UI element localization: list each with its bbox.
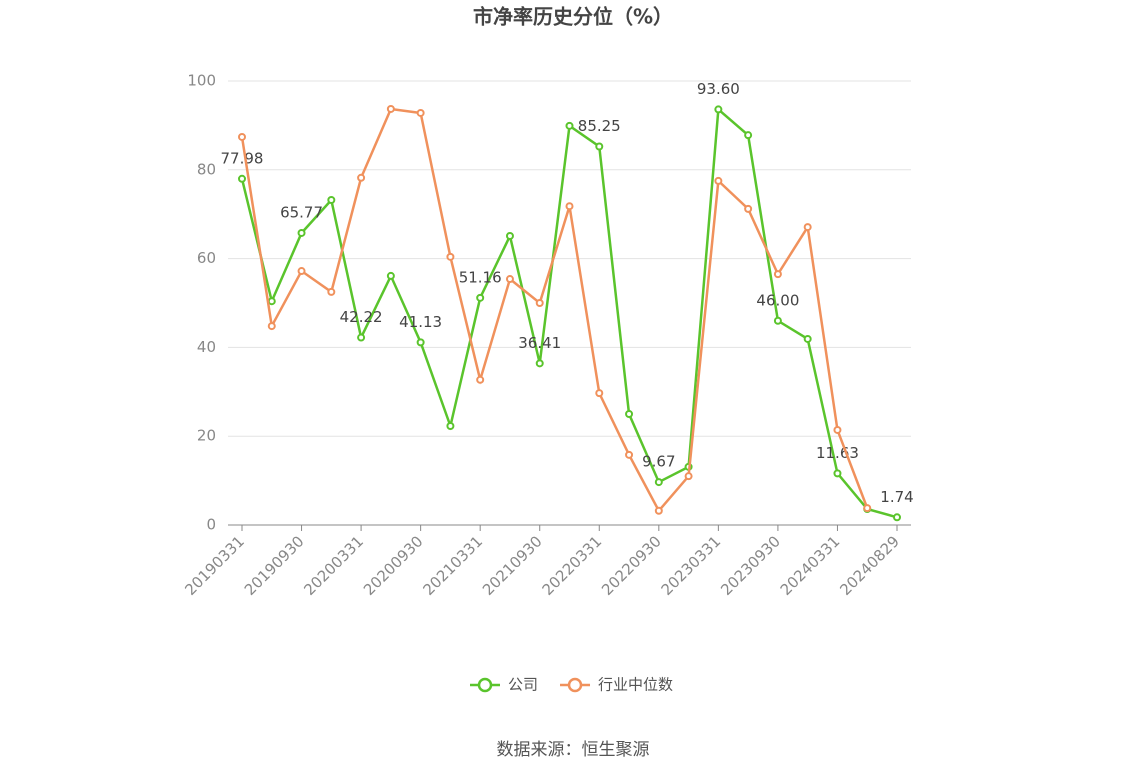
data-point bbox=[803, 223, 812, 232]
data-point bbox=[327, 287, 336, 296]
data-point bbox=[416, 108, 425, 117]
x-tick-label: 20240829 bbox=[836, 532, 903, 599]
data-point bbox=[238, 132, 246, 141]
series-line bbox=[240, 107, 869, 513]
data-point bbox=[714, 176, 723, 185]
data-point bbox=[535, 299, 544, 307]
x-tick-label: 20230930 bbox=[717, 532, 784, 599]
data-point bbox=[267, 322, 276, 331]
data-label: 65.77 bbox=[280, 203, 323, 221]
data-point bbox=[595, 142, 604, 151]
data-point bbox=[684, 472, 693, 481]
y-tick-label: 0 bbox=[206, 516, 216, 534]
data-label: 1.74 bbox=[880, 488, 913, 506]
data-point bbox=[565, 121, 574, 130]
data-label: 51.16 bbox=[459, 268, 502, 286]
data-point bbox=[654, 478, 663, 487]
x-tick-label: 20240331 bbox=[777, 532, 844, 599]
data-label: 46.00 bbox=[756, 291, 799, 309]
data-point bbox=[476, 375, 485, 384]
data-label: 85.25 bbox=[578, 117, 621, 135]
x-tick-label: 20200930 bbox=[360, 532, 427, 599]
data-point bbox=[416, 338, 425, 347]
x-tick-label: 20230331 bbox=[658, 532, 725, 599]
data-point bbox=[595, 389, 604, 398]
legend-label: 行业中位数 bbox=[598, 676, 673, 694]
data-label: 42.22 bbox=[340, 308, 383, 326]
data-point bbox=[833, 425, 842, 434]
data-point bbox=[357, 333, 366, 342]
data-label: 77.98 bbox=[221, 149, 264, 167]
data-point bbox=[505, 231, 514, 240]
x-tick-label: 20210331 bbox=[419, 532, 486, 599]
data-point bbox=[565, 202, 574, 211]
data-label: 41.13 bbox=[399, 313, 442, 331]
data-point bbox=[625, 450, 634, 459]
data-point bbox=[238, 174, 246, 183]
data-point bbox=[773, 316, 782, 325]
data-label: 11.63 bbox=[816, 444, 859, 462]
y-tick-label: 20 bbox=[197, 427, 216, 445]
x-tick-label: 20220331 bbox=[539, 532, 606, 599]
legend-marker bbox=[477, 677, 493, 693]
legend-marker bbox=[567, 677, 583, 693]
legend-label: 公司 bbox=[508, 676, 538, 694]
data-point bbox=[386, 104, 395, 113]
data-point bbox=[833, 469, 842, 478]
data-point bbox=[327, 195, 336, 204]
data-label: 36.41 bbox=[518, 334, 561, 352]
y-tick-label: 60 bbox=[197, 249, 216, 267]
data-point bbox=[297, 267, 306, 276]
data-point bbox=[446, 421, 455, 430]
data-point bbox=[773, 270, 782, 279]
data-point bbox=[297, 228, 306, 237]
y-tick-label: 80 bbox=[197, 160, 216, 178]
y-tick-label: 40 bbox=[197, 338, 216, 356]
y-tick-label: 100 bbox=[187, 72, 216, 90]
x-tick-label: 20190331 bbox=[181, 532, 248, 599]
data-point bbox=[863, 504, 872, 513]
data-point bbox=[803, 334, 812, 343]
data-point bbox=[386, 271, 395, 280]
source: 数据来源：恒生聚源 bbox=[497, 740, 650, 760]
data-point bbox=[744, 204, 753, 213]
data-point bbox=[714, 105, 723, 114]
data-label: 9.67 bbox=[642, 453, 675, 471]
data-point bbox=[505, 275, 514, 284]
data-point bbox=[625, 410, 634, 418]
data-point bbox=[446, 252, 455, 261]
data-point bbox=[476, 293, 485, 302]
data-point bbox=[535, 359, 544, 368]
x-tick-label: 20210930 bbox=[479, 532, 546, 599]
chart-title: 市净率历史分位（%） bbox=[473, 5, 673, 29]
data-point bbox=[744, 131, 753, 140]
data-point bbox=[893, 513, 901, 522]
data-point bbox=[267, 297, 276, 306]
x-tick-label: 20200331 bbox=[300, 532, 367, 599]
x-tick-label: 20190930 bbox=[241, 532, 308, 599]
x-tick-label: 20220930 bbox=[598, 532, 665, 599]
data-point bbox=[357, 173, 366, 182]
data-point bbox=[654, 506, 663, 515]
data-label: 93.60 bbox=[697, 80, 740, 98]
